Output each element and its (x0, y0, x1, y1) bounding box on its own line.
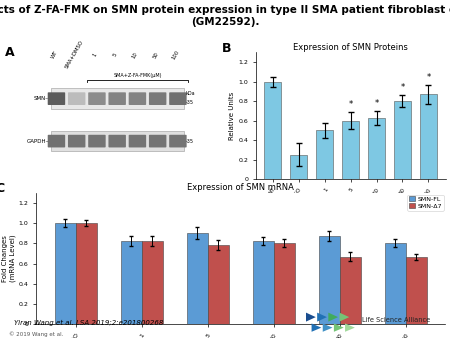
FancyBboxPatch shape (149, 92, 166, 105)
FancyBboxPatch shape (169, 92, 187, 105)
Bar (252, 241, 274, 324)
FancyBboxPatch shape (108, 135, 126, 147)
Text: WT: WT (50, 50, 58, 60)
FancyBboxPatch shape (48, 92, 65, 105)
Text: *: * (348, 100, 353, 109)
FancyBboxPatch shape (68, 135, 86, 147)
Text: Life Science Alliance: Life Science Alliance (362, 317, 430, 323)
Polygon shape (345, 323, 355, 332)
Bar (319, 236, 340, 324)
Text: © 2019 Wang et al.: © 2019 Wang et al. (9, 331, 63, 337)
Text: 50: 50 (152, 51, 159, 59)
Text: Effects of Z-FA-FMK on SMN protein expression in type II SMA patient fibroblast : Effects of Z-FA-FMK on SMN protein expre… (0, 5, 450, 27)
FancyBboxPatch shape (108, 92, 126, 105)
Text: SMA+Z-FA-FMK (μM): SMA+Z-FA-FMK (μM) (345, 227, 409, 232)
Bar (420, 94, 437, 179)
FancyBboxPatch shape (129, 92, 146, 105)
Bar (385, 243, 406, 324)
FancyBboxPatch shape (51, 131, 184, 151)
Polygon shape (328, 313, 338, 322)
FancyBboxPatch shape (169, 135, 187, 147)
Text: *: * (426, 73, 431, 82)
Polygon shape (339, 313, 349, 322)
Bar (264, 82, 281, 179)
Bar (76, 223, 97, 324)
FancyBboxPatch shape (88, 92, 106, 105)
Text: *: * (374, 99, 379, 108)
Text: 100: 100 (171, 49, 180, 61)
Text: Yiran Wang et al. LSA 2019;2:e201800268: Yiran Wang et al. LSA 2019;2:e201800268 (14, 319, 163, 325)
Bar (340, 257, 361, 324)
Bar (290, 155, 307, 179)
Polygon shape (323, 323, 333, 332)
Bar (187, 233, 208, 324)
Bar (316, 130, 333, 179)
Text: 10: 10 (131, 51, 139, 59)
FancyBboxPatch shape (149, 135, 166, 147)
Text: kDa: kDa (185, 91, 195, 96)
Text: SMA+Z-FA-FMK(μM): SMA+Z-FA-FMK(μM) (113, 73, 162, 78)
Bar (342, 121, 359, 179)
Bar (142, 241, 163, 324)
Y-axis label: Fold Changes
(mRNA Level): Fold Changes (mRNA Level) (2, 235, 16, 282)
FancyBboxPatch shape (68, 92, 86, 105)
Text: B: B (221, 42, 231, 55)
Text: *: * (400, 83, 405, 92)
FancyBboxPatch shape (129, 135, 146, 147)
FancyBboxPatch shape (88, 135, 106, 147)
FancyBboxPatch shape (51, 88, 184, 110)
Polygon shape (311, 323, 321, 332)
Bar (394, 101, 411, 179)
FancyBboxPatch shape (48, 135, 65, 147)
Title: Expression of SMN mRNA: Expression of SMN mRNA (187, 183, 294, 192)
Polygon shape (334, 323, 344, 332)
Text: C: C (0, 182, 4, 195)
Bar (274, 243, 295, 324)
Bar (208, 245, 229, 324)
Polygon shape (317, 313, 327, 322)
Bar (121, 241, 142, 324)
Legend: SMN-FL, SMN-Δ7: SMN-FL, SMN-Δ7 (407, 195, 444, 211)
Text: A: A (5, 46, 15, 59)
Text: SMN–: SMN– (34, 96, 49, 101)
Bar (406, 257, 427, 324)
Text: SMA+DMSO: SMA+DMSO (64, 40, 85, 70)
Text: GAPDH–: GAPDH– (27, 139, 49, 144)
Title: Expression of SMN Proteins: Expression of SMN Proteins (293, 43, 408, 52)
Text: -35: -35 (185, 100, 193, 105)
Text: -35: -35 (185, 139, 193, 144)
Polygon shape (306, 313, 316, 322)
Text: 5: 5 (112, 52, 118, 58)
Text: 1: 1 (92, 52, 98, 58)
Bar (54, 223, 76, 324)
Y-axis label: Relative Units: Relative Units (230, 92, 235, 140)
Bar (368, 118, 385, 179)
